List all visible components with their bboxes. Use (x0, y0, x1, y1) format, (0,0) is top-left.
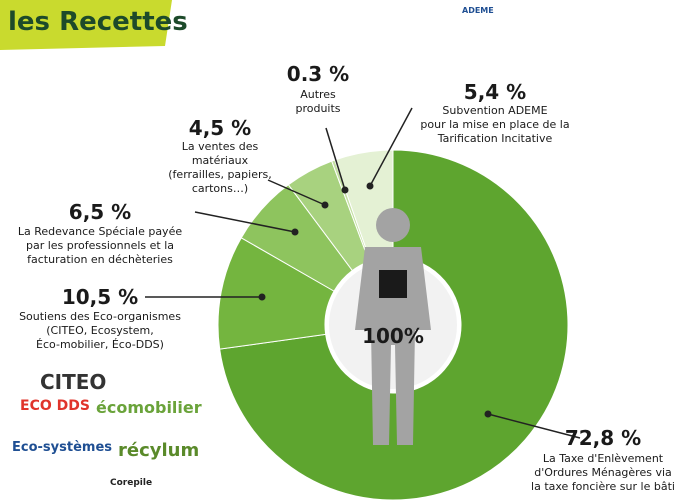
category-label: La ventes des matériaux (ferrailles, pap… (168, 140, 272, 195)
value-label: 0.3 % (286, 62, 350, 86)
donut-segment (219, 149, 569, 501)
leader-dot (291, 228, 299, 236)
leader-dot (484, 410, 492, 418)
leader-line (325, 127, 346, 191)
leader-dot (321, 201, 329, 209)
logo: Corepile (110, 478, 153, 488)
category-label: Autres produits (295, 88, 341, 115)
category-label: Soutiens des Eco-organismes (CITEO, Ecos… (19, 310, 181, 351)
leader-line (369, 107, 413, 187)
leader-line (194, 211, 296, 233)
logo: CITEO (40, 370, 107, 394)
figure-icon (379, 270, 407, 298)
leader-dot (341, 186, 349, 194)
figure-body (355, 247, 431, 445)
leader-dot (366, 182, 374, 190)
value-label: 4,5 % (188, 116, 252, 140)
title-banner (0, 0, 172, 50)
logo: récylum (118, 440, 200, 461)
category-label: La Redevance Spéciale payée par les prof… (17, 225, 183, 266)
leader-dot (258, 293, 266, 301)
value-label: 72,8 % (564, 426, 642, 450)
logo: ECO DDS (20, 398, 90, 414)
value-label: 5,4 % (463, 80, 527, 104)
figure-head (376, 208, 410, 242)
logo: ADEME (462, 6, 494, 15)
category-label: La Taxe d'Enlèvement d'Ordures Ménagères… (531, 452, 675, 493)
leader-line (487, 413, 581, 439)
category-label: Subvention ADEME pour la mise en place d… (420, 104, 570, 145)
logo: Eco-systèmes (12, 440, 112, 455)
center-label: 100% (362, 324, 424, 348)
value-label: 10,5 % (61, 285, 139, 309)
chart-title: les Recettes (8, 7, 188, 37)
leader-line (267, 179, 326, 206)
value-label: 6,5 % (68, 200, 132, 224)
logo: écomobilier (96, 398, 202, 417)
